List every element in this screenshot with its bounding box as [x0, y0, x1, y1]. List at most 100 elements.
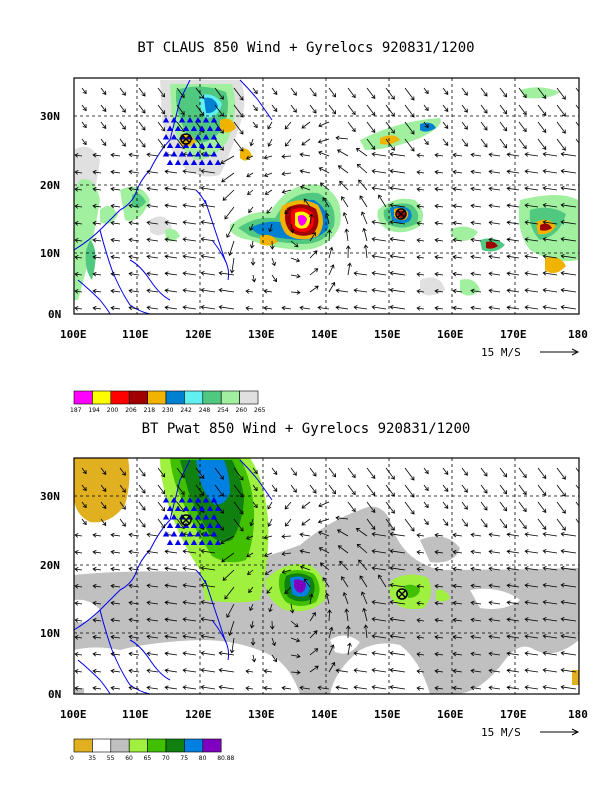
wind-vector-arrow — [560, 684, 577, 690]
wind-vector-arrow — [164, 271, 178, 276]
wind-vector-arrow — [309, 87, 317, 97]
wind-vector-arrow — [499, 467, 508, 478]
wind-vector-arrow — [74, 221, 83, 226]
wind-vector-arrow — [318, 547, 330, 554]
wind-vector-arrow — [452, 271, 463, 277]
wind-vector-arrow — [416, 669, 425, 674]
wind-vector-arrow — [157, 87, 166, 98]
triangle-marker — [170, 531, 178, 537]
wind-vector-arrow — [195, 467, 205, 479]
wind-vector-arrow — [371, 237, 387, 242]
wind-vector-arrow — [416, 255, 425, 260]
wind-vector-arrow — [470, 532, 482, 538]
wind-vector-arrow — [389, 270, 406, 276]
colorbar-label: 0 — [70, 755, 74, 762]
wind-vector-arrow — [524, 634, 539, 639]
panel2-lon-100e: 100E — [60, 708, 87, 721]
wind-vector-arrow — [218, 270, 235, 276]
wind-vector-arrow — [560, 599, 577, 605]
wind-vector-arrow — [249, 620, 255, 629]
wind-vector-arrow — [284, 518, 292, 527]
wind-vector-arrow — [360, 211, 368, 225]
triangle-marker — [162, 117, 170, 123]
wind-vector-arrow — [560, 650, 577, 656]
triangle-marker — [170, 134, 178, 140]
wind-vector-arrow — [537, 518, 547, 530]
wind-vector-arrow — [266, 206, 273, 214]
panel2-shading — [74, 458, 579, 694]
wind-vector-arrow — [416, 601, 425, 606]
panel1-wind-vectors — [74, 87, 579, 311]
wind-vector-arrow — [389, 168, 406, 174]
wind-vector-arrow — [470, 600, 482, 606]
wind-vector-arrow — [345, 245, 351, 259]
wind-vector-arrow — [110, 617, 121, 623]
wind-vector-arrow — [195, 87, 205, 99]
wind-vector-arrow — [318, 501, 330, 508]
wind-vector-arrow — [461, 501, 468, 510]
wind-vector-arrow — [128, 685, 140, 691]
wind-vector-arrow — [452, 532, 463, 538]
wind-vector-arrow — [434, 169, 444, 175]
wind-vector-arrow — [233, 138, 244, 152]
wind-vector-arrow — [537, 138, 547, 150]
wind-vector-arrow — [452, 600, 463, 606]
wind-vector-arrow — [524, 600, 539, 605]
wind-vector-arrow — [74, 669, 83, 674]
colorbar-label: 60 — [125, 755, 133, 762]
wind-vector-arrow — [182, 288, 197, 293]
colorbar-label: 230 — [162, 407, 174, 414]
colorbar-swatch — [165, 738, 185, 753]
panel1-vector-reference-label: 15 M/S — [481, 346, 521, 359]
wind-vector-arrow — [328, 661, 336, 673]
wind-vector-arrow — [542, 668, 558, 673]
wind-vector-arrow — [221, 172, 235, 183]
wind-vector-arrow — [506, 186, 520, 191]
wind-vector-arrow — [182, 203, 197, 208]
wind-vector-arrow — [128, 532, 140, 538]
wind-vector-arrow — [556, 467, 566, 480]
panel2-lat-0n: 0N — [48, 688, 61, 701]
wind-vector-arrow — [281, 534, 292, 539]
wind-vector-arrow — [110, 254, 121, 260]
wind-vector-arrow — [524, 583, 539, 588]
wind-vector-arrow — [290, 273, 301, 279]
panel2-lon-110e: 110E — [122, 708, 149, 721]
wind-vector-arrow — [299, 169, 311, 174]
wind-vector-arrow — [423, 87, 429, 95]
wind-vector-arrow — [164, 668, 178, 673]
wind-vector-arrow — [119, 121, 126, 130]
wind-vector-arrow — [146, 152, 159, 158]
colorbar-swatch — [184, 390, 204, 405]
wind-vector-arrow — [452, 549, 463, 555]
triangle-marker — [214, 505, 222, 511]
wind-vector-arrow — [271, 467, 278, 475]
panel2-lat-20n: 20N — [40, 559, 60, 572]
wind-vector-arrow — [434, 220, 444, 226]
triangle-marker — [198, 539, 206, 545]
triangle-marker — [166, 142, 174, 148]
wind-vector-arrow — [195, 484, 205, 496]
wind-vector-arrow — [371, 186, 387, 191]
wind-vector-arrow — [281, 551, 292, 557]
wind-vector-arrow — [389, 548, 406, 554]
wind-vector-arrow — [385, 104, 395, 117]
triangle-marker — [194, 117, 202, 123]
wind-vector-arrow — [92, 186, 102, 192]
wind-vector-arrow — [164, 634, 178, 639]
colorbar-label: 206 — [125, 407, 137, 414]
wind-vector-arrow — [416, 533, 425, 538]
wind-vector-arrow — [299, 185, 311, 191]
triangle-marker — [174, 142, 182, 148]
wind-vector-arrow — [318, 150, 330, 157]
wind-vector-arrow — [81, 501, 87, 509]
wind-vector-arrow — [251, 654, 257, 663]
wind-vector-arrow — [200, 254, 216, 259]
wind-vector-arrow — [164, 583, 178, 588]
wind-vector-arrow — [342, 212, 349, 225]
wind-vector-arrow — [81, 121, 87, 129]
wind-vector-arrow — [335, 288, 349, 293]
triangle-marker — [206, 125, 214, 131]
wind-vector-arrow — [452, 305, 463, 311]
wind-vector-arrow — [322, 197, 330, 208]
